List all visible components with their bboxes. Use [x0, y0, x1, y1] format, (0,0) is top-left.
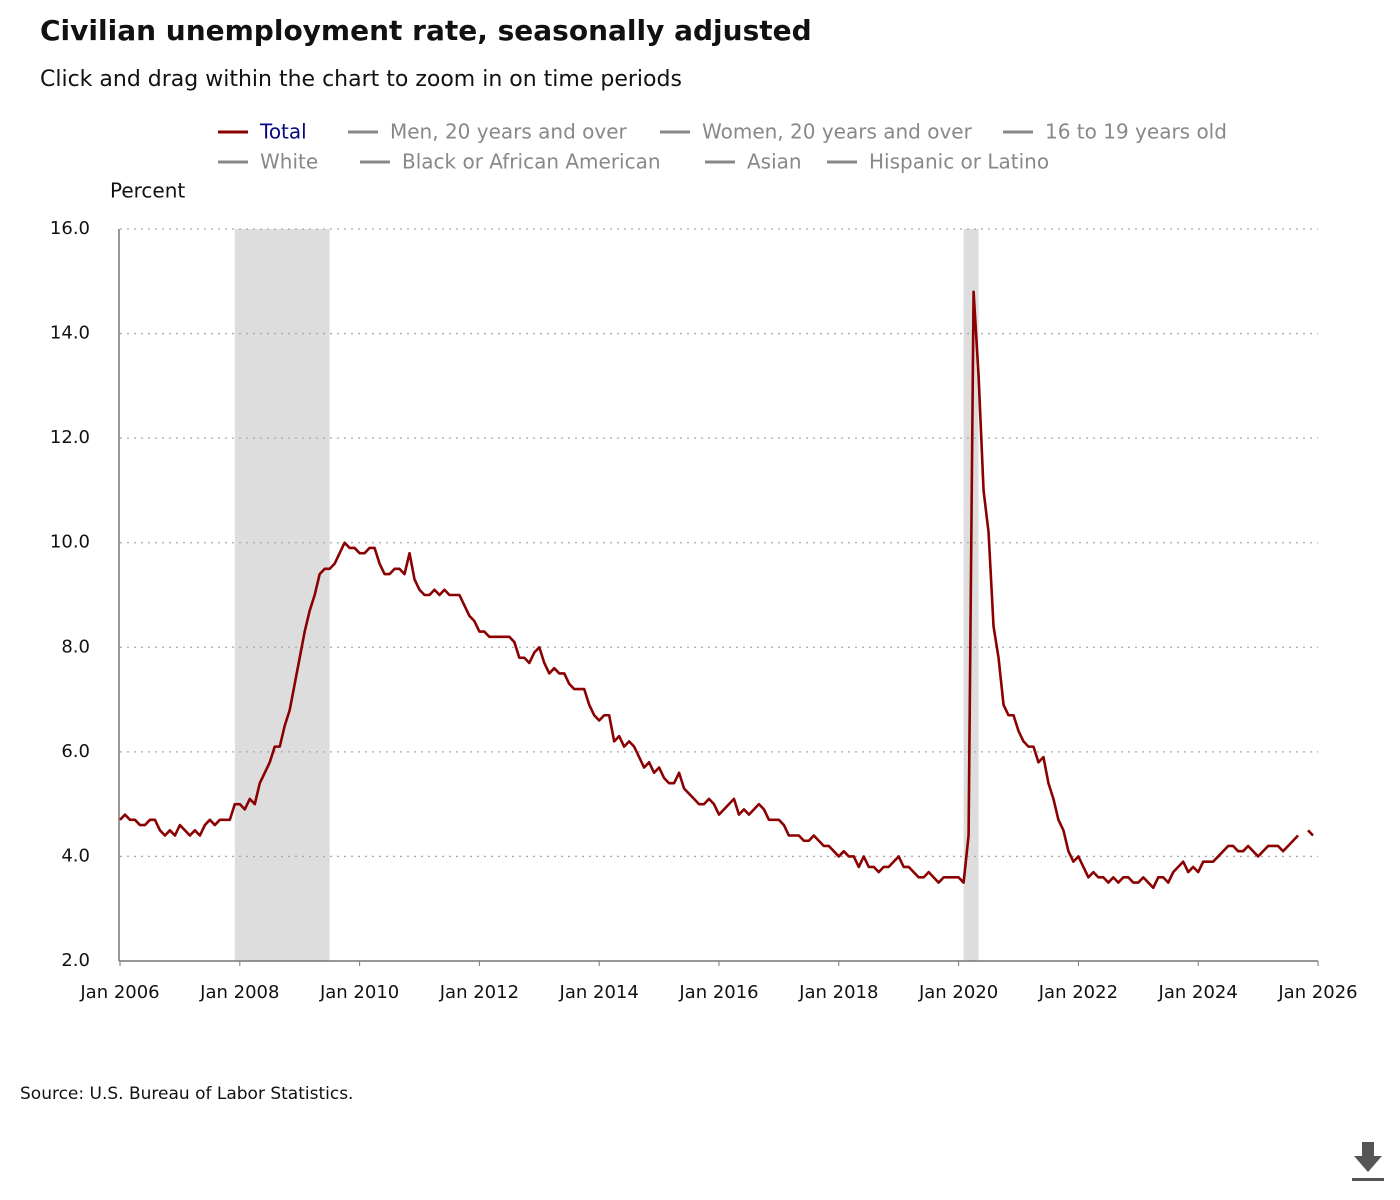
legend-label: Hispanic or Latino — [869, 150, 1049, 174]
x-tick-label: Jan 2018 — [798, 982, 878, 1003]
x-tick-label: Jan 2010 — [319, 982, 399, 1003]
y-axis-label: Percent — [110, 179, 185, 203]
legend-item[interactable]: Black or African American — [360, 150, 661, 174]
y-tick-label: 10.0 — [50, 532, 90, 553]
legend-label: 16 to 19 years old — [1045, 120, 1227, 144]
chart-title: Civilian unemployment rate, seasonally a… — [40, 14, 812, 47]
legend-label: Women, 20 years and over — [702, 120, 973, 144]
legend-label: Men, 20 years and over — [390, 120, 628, 144]
download-button[interactable] — [1352, 1142, 1384, 1181]
series-line — [119, 290, 1314, 890]
download-icon-stem — [1362, 1142, 1374, 1158]
x-tick-label: Jan 2020 — [918, 982, 998, 1003]
legend-item[interactable]: Total — [218, 120, 307, 144]
x-tick-label: Jan 2016 — [678, 982, 758, 1003]
x-tick-label: Jan 2012 — [439, 982, 519, 1003]
y-tick-label: 16.0 — [50, 218, 90, 239]
chart-subtitle: Click and drag within the chart to zoom … — [40, 67, 682, 92]
y-tick-label: 8.0 — [61, 636, 90, 657]
legend-label: Asian — [747, 150, 802, 174]
x-tick-label: Jan 2014 — [559, 982, 639, 1003]
legend-item[interactable]: Women, 20 years and over — [660, 120, 973, 144]
legend-label: Total — [259, 120, 307, 144]
y-tick-label: 14.0 — [50, 323, 90, 344]
download-icon-base — [1352, 1178, 1384, 1181]
download-icon-arrow — [1354, 1156, 1382, 1172]
legend-label: White — [260, 150, 318, 174]
x-tick-label: Jan 2022 — [1038, 982, 1118, 1003]
x-tick-label: Jan 2026 — [1277, 982, 1357, 1003]
source-note: Source: U.S. Bureau of Labor Statistics. — [20, 1084, 353, 1104]
legend-item[interactable]: Hispanic or Latino — [827, 150, 1049, 174]
y-tick-label: 12.0 — [50, 427, 90, 448]
legend-item[interactable]: Men, 20 years and over — [348, 120, 628, 144]
legend-item[interactable]: 16 to 19 years old — [1003, 120, 1227, 144]
legend-item[interactable]: Asian — [705, 150, 802, 174]
y-tick-label: 6.0 — [61, 741, 90, 762]
y-tick-label: 4.0 — [61, 845, 90, 866]
x-tick-label: Jan 2008 — [199, 982, 279, 1003]
x-tick-label: Jan 2024 — [1158, 982, 1238, 1003]
y-tick-label: 2.0 — [61, 950, 90, 971]
legend-item[interactable]: White — [218, 150, 318, 174]
legend-label: Black or African American — [402, 150, 661, 174]
x-tick-label: Jan 2006 — [79, 982, 159, 1003]
